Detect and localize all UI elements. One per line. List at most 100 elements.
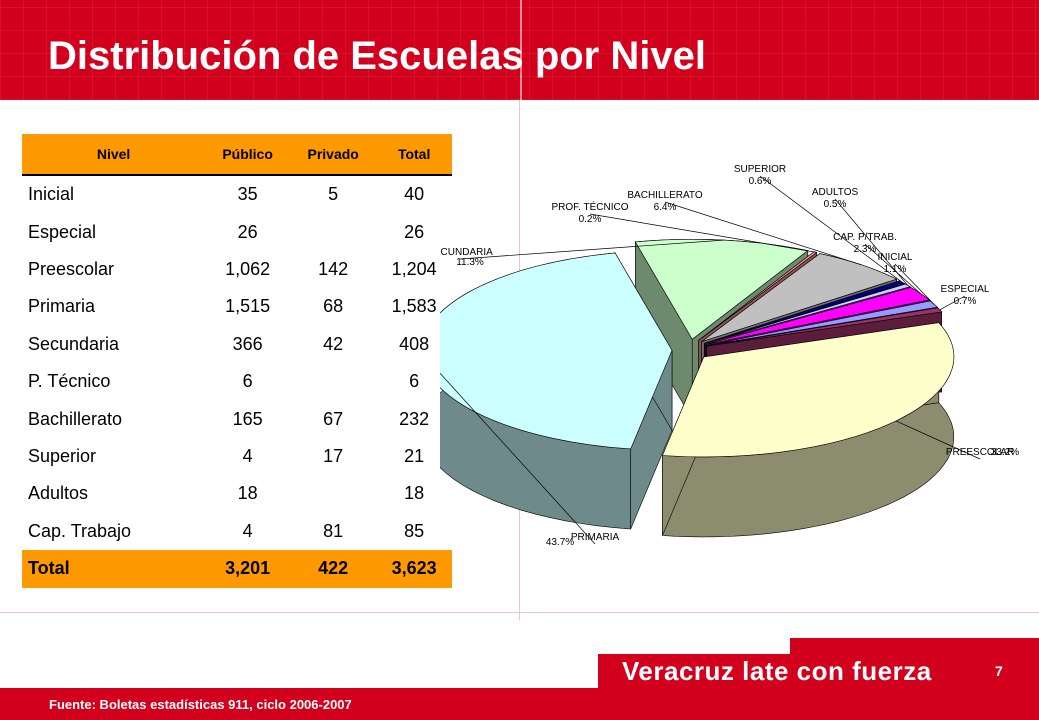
- cell-nivel: Especial: [28, 221, 97, 242]
- header-total: Total: [376, 134, 452, 175]
- cell-privado: 68: [323, 296, 344, 317]
- pie-label-percent: 11.3%: [456, 257, 484, 268]
- pie-slice-especial: [706, 307, 943, 347]
- cell-nivel: Inicial: [28, 184, 75, 205]
- cell-total: 40: [404, 184, 425, 205]
- cell-total: 1,583: [391, 296, 437, 317]
- page-title: Distribución de Escuelas por Nivel: [48, 34, 706, 78]
- cell-nivel: Preescolar: [28, 258, 115, 279]
- table-row: Cap. Trabajo 4 81 85: [22, 513, 452, 550]
- cell-privado: 67: [323, 408, 344, 429]
- slogan-text: Veracruz late con fuerza: [622, 656, 932, 686]
- schools-table: Nivel Público Privado Total Inicial 35 5…: [22, 134, 452, 588]
- cell-total: 1,204: [391, 258, 437, 279]
- pie-slice-primaria: [440, 252, 673, 450]
- table-total-row: Total 3,201 422 3,623: [22, 549, 452, 588]
- pie-label-percent: 33.2%: [991, 447, 1019, 458]
- total-label: Total: [22, 549, 206, 588]
- pie-label-percent: 0.2%: [579, 214, 602, 225]
- pie-label-name: PROF. TÉCNICO: [551, 200, 628, 213]
- pie-label-percent: 0.6%: [749, 176, 772, 187]
- table-row: Preescolar 1,062 142 1,204: [22, 251, 452, 288]
- cell-nivel: Primaria: [28, 296, 96, 317]
- pie-label-name: PRIMARIA: [571, 532, 620, 543]
- table-row: Secundaria 366 42 408: [22, 326, 452, 363]
- table-row: Especial 26 26: [22, 213, 452, 250]
- pie-label-name: BACHILLERATO: [627, 190, 702, 201]
- pie-leader-line: [759, 175, 903, 283]
- total-publico: 3,201: [205, 549, 291, 588]
- pie-slice-bachillerato: [701, 253, 898, 342]
- table-row: Superior 4 17 21: [22, 438, 452, 475]
- cell-total: 6: [409, 371, 420, 392]
- cell-publico: 26: [237, 221, 258, 242]
- pie-label-name: ESPECIAL: [941, 284, 990, 295]
- source-note: Fuente: Boletas estadísticas 911, ciclo …: [49, 697, 352, 712]
- cell-privado: 17: [323, 445, 344, 466]
- total-total: 3,623: [376, 549, 452, 588]
- footer-bar: [0, 688, 1039, 720]
- pie-leader-line: [589, 213, 816, 253]
- cell-publico: 1,515: [225, 296, 271, 317]
- page-number: 7: [995, 663, 1003, 679]
- cell-publico: 165: [232, 408, 263, 429]
- cell-nivel: Adultos: [28, 483, 89, 504]
- pie-label-percent: 6.4%: [654, 202, 677, 213]
- header-bar: [0, 0, 1039, 100]
- cell-nivel: Bachillerato: [28, 408, 123, 429]
- cell-total: 18: [404, 483, 425, 504]
- cell-nivel: P. Técnico: [28, 371, 111, 392]
- cell-privado: 42: [323, 333, 344, 354]
- table-row: Adultos 18 18: [22, 475, 452, 512]
- horizontal-divider: [0, 612, 1039, 613]
- cell-privado: [290, 363, 376, 400]
- header-publico: Público: [205, 134, 291, 175]
- table-row: P. Técnico 6 6: [22, 363, 452, 400]
- cell-nivel: Secundaria: [28, 333, 120, 354]
- pie-label-percent: 0.5%: [824, 199, 847, 210]
- pie-label-name: INICIAL: [877, 252, 912, 263]
- cell-total: 85: [404, 520, 425, 541]
- pie-leader-line: [894, 263, 935, 305]
- pie-label-name: PREESCOLAR: [946, 447, 1014, 458]
- pie-leader-line: [864, 243, 921, 294]
- table-header-row: Nivel Público Privado Total: [22, 134, 452, 175]
- pie-slice-superior: [704, 280, 906, 344]
- cell-publico: 4: [242, 445, 253, 466]
- pie-label-percent: 43.7%: [546, 537, 574, 548]
- pie-label-percent: 2.3%: [854, 244, 877, 255]
- cell-publico: 4: [242, 520, 253, 541]
- cell-total: 21: [404, 445, 425, 466]
- header-nivel: Nivel: [22, 134, 206, 175]
- pie-leader-line: [664, 201, 862, 266]
- cell-privado: 5: [328, 184, 339, 205]
- pie-label-name: SECUNDARIA: [440, 247, 493, 258]
- pie-leader-line: [440, 372, 596, 545]
- pie-leader-line: [895, 420, 981, 460]
- pie-slice-adultos: [704, 283, 911, 344]
- cell-publico: 18: [237, 483, 258, 504]
- total-privado: 422: [290, 549, 377, 588]
- pie-label-name: SUPERIOR: [734, 164, 786, 175]
- cell-privado: 142: [318, 258, 349, 279]
- header-privado: Privado: [290, 134, 377, 175]
- table-row: Inicial 35 5 40: [22, 175, 452, 213]
- table-row: Primaria 1,515 68 1,583: [22, 288, 452, 325]
- cell-publico: 1,062: [225, 258, 271, 279]
- cell-nivel: Superior: [28, 445, 97, 466]
- cell-privado: [290, 475, 376, 512]
- pie-label-name: CAP. P/TRAB.: [833, 232, 897, 243]
- cell-publico: 6: [242, 371, 253, 392]
- cell-privado: [290, 213, 376, 250]
- cell-publico: 35: [237, 184, 258, 205]
- cell-total: 408: [399, 333, 430, 354]
- table-row: Bachillerato 165 67 232: [22, 400, 452, 437]
- cell-total: 26: [404, 221, 425, 242]
- pie-slice-cap-p-trab-: [705, 287, 930, 345]
- pie-leader-line: [459, 239, 724, 260]
- cell-total: 232: [399, 408, 430, 429]
- pie-label-percent: 0.7%: [954, 296, 977, 307]
- cell-nivel: Cap. Trabajo: [28, 520, 132, 541]
- pie-label-name: ADULTOS: [812, 187, 859, 198]
